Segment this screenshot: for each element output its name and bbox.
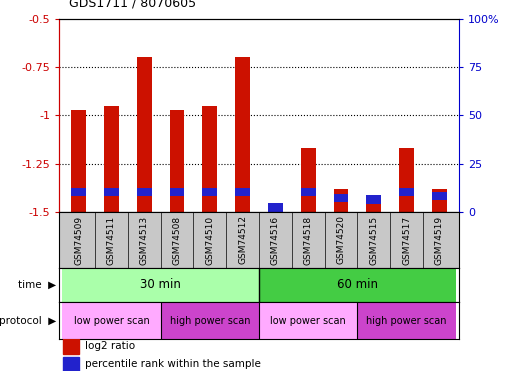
Text: GSM74508: GSM74508 — [172, 215, 182, 265]
Bar — [259, 268, 456, 302]
Bar — [63, 339, 79, 354]
Text: GSM74515: GSM74515 — [369, 215, 379, 265]
Bar — [399, 188, 414, 196]
Text: high power scan: high power scan — [170, 316, 250, 326]
Bar — [235, 188, 250, 196]
Text: GSM74520: GSM74520 — [337, 216, 346, 264]
Bar — [301, 148, 315, 212]
Text: GSM74519: GSM74519 — [435, 215, 444, 265]
Bar — [71, 188, 86, 196]
Text: GSM74516: GSM74516 — [271, 215, 280, 265]
Bar — [366, 204, 381, 212]
Text: high power scan: high power scan — [366, 316, 447, 326]
Bar — [432, 192, 447, 200]
Bar — [358, 302, 456, 339]
Text: low power scan: low power scan — [73, 316, 149, 326]
Text: GSM74512: GSM74512 — [238, 216, 247, 264]
Bar — [333, 189, 348, 212]
Bar — [71, 110, 86, 212]
Bar — [170, 188, 185, 196]
Text: 30 min: 30 min — [140, 279, 181, 291]
Bar — [104, 106, 119, 212]
Bar — [333, 194, 348, 202]
Bar — [366, 195, 381, 204]
Bar — [203, 106, 217, 212]
Text: GSM74510: GSM74510 — [205, 215, 214, 265]
Text: log2 ratio: log2 ratio — [85, 341, 135, 351]
Bar — [62, 268, 259, 302]
Bar — [63, 357, 79, 371]
Bar — [301, 188, 315, 196]
Text: low power scan: low power scan — [270, 316, 346, 326]
Bar — [104, 188, 119, 196]
Text: percentile rank within the sample: percentile rank within the sample — [85, 359, 261, 369]
Bar — [432, 189, 447, 212]
Text: protocol  ▶: protocol ▶ — [0, 316, 56, 326]
Text: GDS1711 / 8070605: GDS1711 / 8070605 — [69, 0, 196, 9]
Bar — [137, 57, 152, 212]
Text: 60 min: 60 min — [337, 279, 378, 291]
Text: GSM74513: GSM74513 — [140, 215, 149, 265]
Bar — [170, 110, 185, 212]
Bar — [268, 208, 283, 212]
Text: GSM74511: GSM74511 — [107, 215, 116, 265]
Text: GSM74517: GSM74517 — [402, 215, 411, 265]
Bar — [62, 302, 161, 339]
Bar — [235, 57, 250, 212]
Text: time  ▶: time ▶ — [18, 280, 56, 290]
Bar — [399, 148, 414, 212]
Text: GSM74518: GSM74518 — [304, 215, 313, 265]
Bar — [137, 188, 152, 196]
Bar — [161, 302, 259, 339]
Bar — [259, 302, 358, 339]
Bar — [203, 188, 217, 196]
Bar — [268, 203, 283, 212]
Text: GSM74509: GSM74509 — [74, 215, 83, 265]
